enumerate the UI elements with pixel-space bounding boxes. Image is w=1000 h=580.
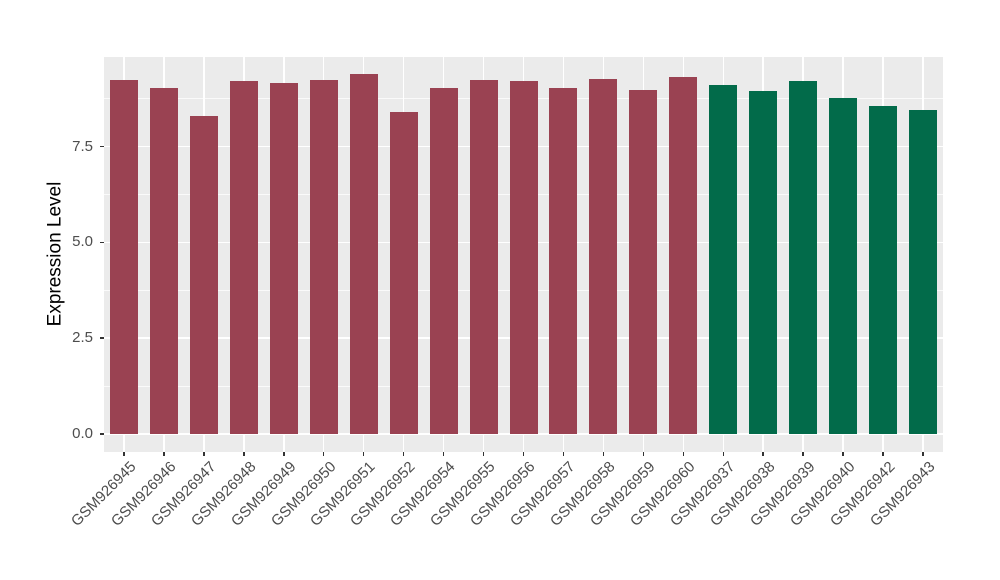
x-tick-mark — [522, 452, 525, 456]
bar-GSM926942 — [869, 105, 898, 434]
bar-GSM926946 — [149, 88, 178, 434]
bar-GSM926951 — [349, 74, 378, 434]
bar-GSM926952 — [389, 111, 418, 434]
x-tick-mark — [163, 452, 165, 456]
x-tick-mark — [882, 452, 884, 456]
x-tick-mark — [362, 452, 365, 456]
bar-GSM926949 — [269, 83, 298, 434]
bar-GSM926956 — [509, 80, 538, 434]
bar-GSM926947 — [189, 115, 218, 434]
x-tick-mark — [283, 452, 285, 456]
y-tick-mark — [100, 337, 104, 339]
x-tick-mark — [402, 452, 405, 456]
bar-GSM926957 — [549, 87, 578, 434]
bar-GSM926954 — [429, 88, 458, 434]
bar-GSM926945 — [109, 79, 138, 434]
x-tick-mark — [482, 452, 485, 456]
y-tick-label: 0.0 — [72, 425, 93, 443]
x-tick-mark — [322, 452, 325, 456]
x-tick-mark — [602, 452, 605, 456]
bar-GSM926939 — [789, 81, 818, 434]
x-tick-mark — [123, 452, 125, 456]
bar-GSM926938 — [749, 90, 778, 434]
y-tick-mark — [100, 145, 104, 148]
bar-GSM926955 — [469, 79, 498, 434]
y-tick-mark — [100, 241, 104, 244]
x-tick-mark — [562, 452, 565, 456]
y-tick-label: 2.5 — [72, 329, 93, 347]
bar-GSM926959 — [629, 90, 658, 434]
x-tick-mark — [922, 452, 924, 456]
x-tick-mark — [642, 452, 645, 456]
bar-GSM926948 — [229, 80, 258, 434]
x-tick-mark — [243, 452, 245, 456]
x-tick-mark — [682, 452, 685, 456]
x-tick-mark — [203, 452, 205, 456]
x-tick-mark — [762, 452, 764, 456]
bar-GSM926943 — [909, 109, 938, 434]
bar-GSM926960 — [669, 76, 698, 434]
y-axis-title-text: Expression Level — [44, 181, 66, 327]
bar-GSM926940 — [829, 97, 858, 434]
x-tick-mark — [802, 452, 804, 456]
x-tick-mark — [842, 452, 844, 456]
x-tick-mark — [722, 452, 724, 456]
y-tick-label: 5.0 — [72, 233, 93, 251]
bar-GSM926950 — [309, 80, 338, 434]
plot-panel — [104, 57, 943, 452]
bar-GSM926958 — [589, 79, 618, 434]
y-tick-label: 7.5 — [72, 137, 93, 155]
x-tick-mark — [442, 452, 445, 456]
y-tick-mark — [100, 433, 104, 435]
bar-GSM926937 — [709, 84, 738, 434]
